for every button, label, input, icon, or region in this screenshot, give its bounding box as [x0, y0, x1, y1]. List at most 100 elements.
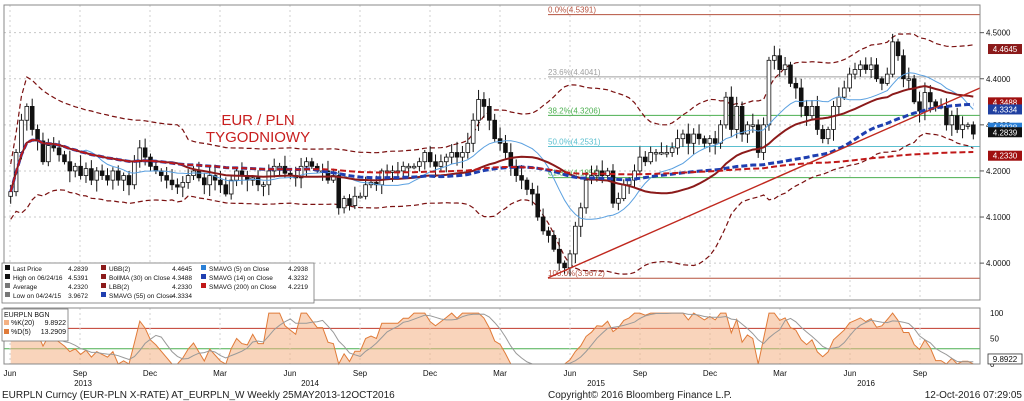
candle-body: [879, 78, 885, 84]
sma-14-line: [10, 72, 974, 220]
legend-label: Average: [13, 284, 37, 291]
candle-body: [223, 184, 229, 195]
candle-body: [884, 73, 890, 84]
candle-body: [702, 138, 707, 144]
candle-body: [503, 142, 508, 153]
candle-body: [169, 179, 175, 186]
candle-body: [277, 165, 282, 169]
price-tag-label: 4.4645: [993, 45, 1018, 54]
candle-body: [46, 145, 51, 163]
candle-body: [508, 152, 514, 167]
candle-body: [729, 96, 734, 130]
candle-body: [847, 73, 852, 89]
candle-body: [121, 175, 126, 181]
candle-body: [175, 184, 180, 188]
candle-body: [573, 225, 578, 255]
candle-body: [255, 177, 261, 186]
legend-box: EURPLN BGN%K(20) 9.8922 %D(5) 13.2909 Last P…: [1, 262, 315, 342]
candle-body: [546, 230, 551, 236]
legend-label: SMAVG (5) on Close: [209, 266, 270, 273]
candle-body: [707, 138, 713, 144]
candle-body: [67, 161, 73, 172]
price-tags: 4.46454.34884.33344.29384.28394.23309.89…: [987, 44, 1023, 365]
candle-body: [933, 101, 938, 107]
candle-body: [341, 198, 347, 209]
candle-body: [357, 195, 363, 199]
candle-body: [868, 64, 874, 70]
x-month-label: Mar: [773, 369, 787, 378]
candle-body: [642, 156, 648, 163]
legend-value: 3.9672: [68, 293, 88, 300]
candle-body: [965, 124, 971, 127]
x-month-label: Jun: [564, 369, 577, 378]
candle-body: [809, 106, 815, 117]
candle-body: [422, 152, 428, 163]
chart-annotation-line1: EUR / PLN: [221, 112, 294, 129]
candle-body: [734, 106, 739, 130]
x-month-label: Dec: [143, 369, 157, 378]
legend-value: 4.2330: [172, 284, 192, 291]
legend-label: SMAVG (14) on Close: [209, 275, 273, 282]
legend-label: SMAVG (55) on Close: [109, 293, 173, 300]
legend-label: BollMA (30) on Close: [109, 275, 170, 282]
candle-body: [24, 106, 30, 121]
osc-legend-label: %K(20): [11, 320, 34, 327]
candle-body: [363, 184, 368, 197]
price-tag-box: [988, 104, 1022, 115]
y-tick-label: 4.1000: [986, 213, 1011, 222]
y-tick-label: 4.2000: [986, 167, 1011, 176]
osc-tag-label: 9.8922: [993, 355, 1018, 364]
candle-body: [960, 124, 965, 130]
candle-body: [40, 140, 46, 163]
x-year-label: 2013: [74, 379, 92, 388]
candle-body: [336, 175, 342, 209]
legend-value: 4.2320: [68, 284, 88, 291]
candle-body: [659, 152, 664, 155]
x-month-label: Dec: [423, 369, 437, 378]
fib-level-label: 50.0%(4.2531): [548, 137, 601, 146]
candle-body: [745, 124, 750, 135]
sma-200-line: [9, 139, 974, 192]
candle-body: [202, 177, 207, 186]
candle-body: [556, 248, 562, 264]
candle-body: [460, 152, 465, 158]
y-tick-label: 4.0000: [986, 259, 1011, 268]
candle-body: [454, 152, 460, 158]
legend-swatch: [5, 292, 10, 297]
legend-value: 4.4645: [172, 266, 192, 273]
osc-legend-swatch: [4, 320, 9, 325]
candle-body: [766, 59, 772, 126]
osc-y-tick-label: 0: [990, 360, 995, 369]
footer-right: 12-Oct-2016 07:29:05: [925, 390, 1023, 401]
candle-body: [261, 184, 266, 187]
candle-body: [567, 253, 573, 269]
legend-swatch: [201, 265, 206, 270]
y-tick-label: 4.4000: [986, 75, 1011, 84]
candle-body: [530, 188, 535, 195]
x-month-label: Sep: [73, 369, 88, 378]
candle-body: [750, 124, 756, 127]
candle-body: [8, 191, 13, 197]
candle-body: [954, 115, 960, 130]
footer-left: EURPLN Curncy (EUR-PLN X-RATE) AT_EURPLN…: [2, 390, 395, 401]
candle-body: [406, 165, 411, 169]
candle-body: [142, 147, 148, 158]
price-tag-label: 4.3488: [993, 98, 1018, 107]
upper-bollinger-band: [10, 33, 974, 165]
legend-swatch: [5, 274, 10, 279]
price-tag-box: [988, 150, 1022, 161]
y-tick-label: 4.5000: [986, 29, 1011, 38]
candle-body: [444, 156, 449, 163]
stochastic-k-line: [10, 312, 974, 366]
candle-body: [83, 168, 89, 176]
candle-body: [686, 133, 691, 144]
candle-body: [400, 165, 406, 172]
x-year-label: 2016: [857, 379, 875, 388]
candle-body: [562, 262, 567, 269]
candle-body: [971, 124, 976, 135]
uptrend-line: [547, 87, 981, 279]
price-tag-label: 4.2330: [993, 152, 1018, 161]
candle-body: [51, 145, 56, 149]
candle-body: [180, 182, 186, 188]
